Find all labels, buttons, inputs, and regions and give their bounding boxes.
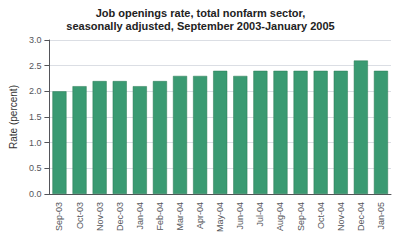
svg-text:Dec-03: Dec-03 <box>115 202 125 231</box>
svg-text:Sep-03: Sep-03 <box>54 202 64 231</box>
svg-text:Oct-04: Oct-04 <box>316 202 326 229</box>
svg-text:Sep-04: Sep-04 <box>296 202 306 231</box>
svg-text:Nov-04: Nov-04 <box>336 202 346 231</box>
svg-text:Nov-03: Nov-03 <box>95 202 105 231</box>
svg-text:Apr-04: Apr-04 <box>195 202 205 229</box>
svg-text:Dec-04: Dec-04 <box>356 202 366 231</box>
svg-text:Jul-04: Jul-04 <box>255 202 265 227</box>
svg-text:Jan-05: Jan-05 <box>376 202 386 230</box>
svg-text:0.5: 0.5 <box>29 163 42 173</box>
svg-text:1.0: 1.0 <box>29 138 42 148</box>
svg-text:Rate (percent): Rate (percent) <box>8 85 19 149</box>
svg-text:2.0: 2.0 <box>29 86 42 96</box>
svg-text:Jun-04: Jun-04 <box>235 202 245 230</box>
svg-text:seasonally adjusted, September: seasonally adjusted, September 2003-Janu… <box>66 20 334 32</box>
svg-text:Jan-04: Jan-04 <box>135 202 145 230</box>
svg-text:Mar-04: Mar-04 <box>175 202 185 231</box>
svg-text:Job openings rate, total nonfa: Job openings rate, total nonfarm sector, <box>96 7 306 19</box>
svg-text:Aug-04: Aug-04 <box>275 202 285 231</box>
svg-text:0.0: 0.0 <box>29 189 42 199</box>
svg-text:1.5: 1.5 <box>29 112 42 122</box>
svg-text:3.0: 3.0 <box>29 35 42 45</box>
svg-text:Feb-04: Feb-04 <box>155 202 165 231</box>
svg-text:Oct-03: Oct-03 <box>75 202 85 229</box>
svg-text:2.5: 2.5 <box>29 61 42 71</box>
svg-text:May-04: May-04 <box>215 202 225 232</box>
